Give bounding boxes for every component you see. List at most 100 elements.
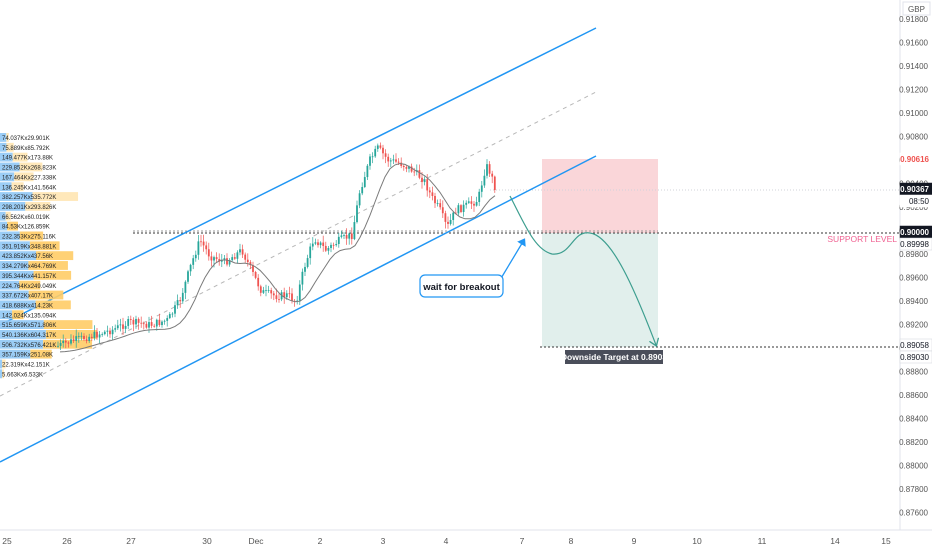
volume-profile-bar bbox=[0, 330, 46, 339]
moving-average-line bbox=[59, 162, 496, 353]
candle-body bbox=[462, 204, 465, 212]
candle-body bbox=[348, 233, 351, 239]
reward-zone bbox=[542, 233, 658, 347]
channel-upper-line[interactable] bbox=[0, 27, 597, 326]
candle-body bbox=[488, 164, 491, 174]
candle-body bbox=[405, 167, 408, 169]
candle-body bbox=[72, 339, 75, 341]
candle-body bbox=[413, 171, 416, 173]
callout-pointer bbox=[499, 238, 526, 281]
volume-profile-label: 357.159Kx251.08K bbox=[2, 353, 53, 359]
candle-body bbox=[179, 300, 182, 302]
volume-profile-label: 351.919Kx348.881K bbox=[2, 244, 56, 250]
volume-profile-bar bbox=[2, 359, 6, 369]
candle-body bbox=[226, 258, 228, 265]
candle-body bbox=[124, 325, 127, 329]
price-axis[interactable]: 0.91800 0.91600 0.91400 0.91200 0.91000 0.908… bbox=[899, 15, 928, 518]
target-label-text: Downside Target at 0.8903 bbox=[561, 352, 667, 362]
price-tick-label: 0.91400 bbox=[899, 62, 928, 71]
price-tag-box bbox=[899, 194, 932, 208]
candle-body bbox=[233, 257, 236, 259]
candle-body bbox=[163, 320, 166, 322]
time-tick-label: 8 bbox=[569, 536, 574, 546]
projection-arrow[interactable] bbox=[509, 195, 656, 345]
candle-body bbox=[168, 314, 171, 319]
volume-profile-bar bbox=[0, 162, 20, 172]
candle-body bbox=[309, 246, 312, 259]
candle-body bbox=[486, 164, 488, 176]
price-tick-label: 0.90200 bbox=[899, 203, 928, 212]
volume-profile-bar bbox=[0, 349, 31, 359]
currency-badge bbox=[902, 1, 931, 16]
volume-profile-label: 540.136Kx604.317K bbox=[2, 333, 56, 339]
volume-profile-label: 142.024Kx135.094K bbox=[2, 313, 56, 319]
candle-body bbox=[400, 162, 403, 166]
candle-body bbox=[83, 335, 85, 340]
candle-body bbox=[103, 331, 106, 335]
candle-body bbox=[171, 313, 174, 315]
price-tag-label: 0.89058 bbox=[900, 341, 929, 350]
volume-profile-label: 334.279Kx464.769K bbox=[2, 264, 56, 270]
candle-body bbox=[428, 190, 431, 193]
candle-body bbox=[275, 295, 278, 300]
candle-body bbox=[454, 212, 457, 214]
candle-body bbox=[80, 335, 83, 337]
candle-body bbox=[231, 257, 234, 261]
candle-body bbox=[418, 170, 421, 178]
candle-body bbox=[93, 331, 96, 338]
volume-profile-bar bbox=[30, 349, 52, 359]
candle-body bbox=[389, 160, 392, 162]
candle-body bbox=[98, 334, 101, 338]
callout-box[interactable] bbox=[419, 274, 504, 298]
candle-body bbox=[350, 233, 353, 240]
price-tag-box bbox=[899, 237, 932, 251]
volume-profile-bar bbox=[11, 182, 24, 192]
volume-profile-bar bbox=[0, 251, 37, 261]
candle-body bbox=[220, 260, 223, 262]
time-tick-label: 10 bbox=[692, 536, 702, 546]
price-tick-label: 0.91800 bbox=[899, 15, 928, 24]
volume-profile-bar bbox=[33, 270, 72, 280]
volume-profile-bar bbox=[0, 182, 12, 192]
candle-body bbox=[288, 293, 291, 295]
currency-label: GBP bbox=[908, 5, 925, 14]
volume-profile-bar bbox=[0, 172, 15, 182]
candle-body bbox=[257, 277, 260, 287]
candle-body bbox=[382, 147, 384, 154]
plot-background bbox=[0, 0, 900, 530]
volume-profile-label: 395.344Kx441.157K bbox=[2, 274, 56, 280]
volume-profile-bar bbox=[0, 339, 44, 349]
price-tag-label: 08:50 bbox=[909, 197, 930, 206]
candle-body bbox=[304, 266, 306, 272]
candle-body bbox=[158, 319, 161, 326]
candle-body bbox=[301, 271, 304, 285]
target-label-box[interactable] bbox=[565, 350, 663, 364]
candle-body bbox=[132, 319, 135, 325]
candle-body bbox=[483, 175, 486, 186]
candle-body bbox=[236, 252, 239, 259]
candle-body bbox=[265, 290, 267, 291]
candle-body bbox=[311, 243, 314, 247]
candlesticks bbox=[57, 142, 496, 350]
volume-profile-bar bbox=[0, 300, 36, 310]
candle-body bbox=[148, 322, 150, 328]
volume-profile-bar bbox=[0, 211, 6, 221]
volume-profile-label: 75.889Kx85.792K bbox=[2, 146, 50, 152]
candle-body bbox=[306, 258, 309, 267]
price-tick-label: 0.88000 bbox=[899, 461, 928, 470]
candle-body bbox=[439, 203, 442, 208]
time-axis[interactable]: 25 26 27 30 Dec 2 3 4 7 8 9 10 11 14 15 bbox=[2, 536, 891, 546]
candle-body bbox=[252, 265, 254, 273]
volume-profile-label: 149.477Kx173.88K bbox=[2, 156, 53, 162]
price-tick-label: 0.91000 bbox=[899, 109, 928, 118]
volume-profile-label: 5.663Kx6.533K bbox=[2, 372, 43, 378]
price-tag-label: 0.90616 bbox=[900, 155, 929, 164]
time-tick-label: 26 bbox=[62, 536, 72, 546]
candle-body bbox=[64, 340, 67, 343]
candle-body bbox=[223, 258, 226, 261]
candle-body bbox=[241, 249, 244, 255]
candle-body bbox=[207, 249, 210, 257]
time-tick-label: 4 bbox=[444, 536, 449, 546]
channel-lower-line[interactable] bbox=[0, 155, 597, 463]
